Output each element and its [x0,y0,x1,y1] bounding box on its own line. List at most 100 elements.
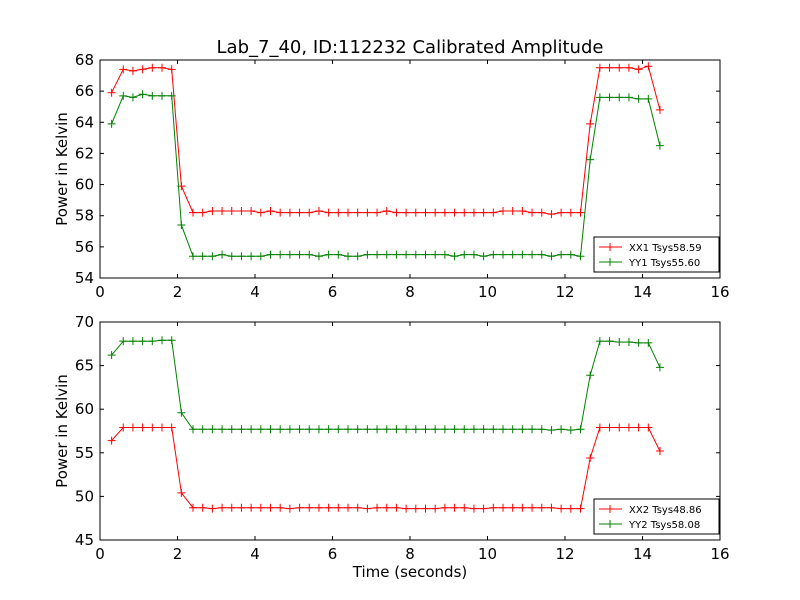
data-point-marker [344,425,352,434]
data-point-marker [547,426,556,435]
y-tick-label: 62 [75,144,94,162]
data-point-marker [256,503,265,512]
data-point-marker [605,423,614,432]
data-point-marker [237,503,246,512]
data-point-marker [138,65,147,74]
bottom-plot: 0 2 4 6 8 10 12 14 16 45 50 55 60 65 70 Power in Kelvin… [53,313,730,581]
data-point-marker [198,208,207,217]
data-point-marker [644,423,653,432]
data-point-marker [138,423,147,432]
data-point-marker [285,250,294,259]
data-point-marker [119,65,128,74]
data-point-marker [177,221,186,230]
data-point-marker [158,91,166,100]
y-tick-label: 60 [75,176,94,194]
y-tick-label: 55 [75,444,94,462]
data-point-marker [499,503,507,512]
data-point-marker [158,336,166,345]
data-point-marker [324,503,333,512]
data-point-marker [595,93,604,102]
data-point-marker [305,208,314,217]
data-point-marker [402,250,411,259]
data-point-marker [450,208,459,217]
data-point-marker [382,425,391,434]
data-point-marker [353,425,362,434]
data-point-marker [469,504,478,513]
x-tick-label: 12 [555,545,574,563]
legend-marker [606,243,614,251]
x-tick-label: 2 [173,283,183,301]
data-point-marker [138,337,147,346]
data-point-marker [624,63,633,72]
data-point-marker [528,208,537,217]
y-tick-label: 54 [75,269,94,287]
data-point-marker [148,63,157,72]
legend-marker [606,505,614,513]
data-point-marker [167,65,176,74]
data-point-marker [334,503,343,512]
data-point-marker [189,208,197,217]
data-point-marker [295,250,304,259]
data-point-marker [324,208,333,217]
data-point-marker [528,503,537,512]
data-point-marker [605,337,614,346]
x-axis-label: Time (seconds) [352,563,468,581]
data-point-marker [595,337,604,346]
legend-box [593,236,720,273]
data-point-marker [655,105,664,114]
data-point-marker [537,503,546,512]
data-point-marker [247,425,256,434]
data-point-marker [489,208,498,217]
y-axis-label: Power in Kelvin [53,112,71,226]
x-tick-label: 8 [405,545,415,563]
data-point-marker [479,208,488,217]
data-point-marker [363,250,372,259]
legend-label: XX1 Tsys58.59 [629,243,702,254]
data-point-marker [227,207,236,216]
data-point-marker [353,208,362,217]
data-point-marker [508,250,517,259]
data-point-marker [499,250,507,259]
figure-title: Lab_7_40, ID:112232 Calibrated Amplitude [217,37,604,58]
x-tick-label: 6 [328,545,338,563]
data-point-marker [227,503,236,512]
data-point-marker [218,250,227,259]
data-point-marker [392,250,401,259]
data-point-marker [547,503,556,512]
data-point-marker [644,338,653,347]
data-point-marker [344,503,352,512]
data-point-marker [208,252,217,261]
data-point-marker [557,504,566,513]
data-point-marker [107,436,116,445]
data-point-marker [460,503,469,512]
x-tick-label: 10 [478,545,497,563]
data-point-marker [237,425,246,434]
data-point-marker [148,91,157,100]
data-point-marker [285,504,294,513]
y-tick-label: 58 [75,207,94,225]
data-point-marker [382,250,391,259]
data-point-marker [305,250,314,259]
x-tick-label: 0 [95,283,105,301]
data-point-marker [518,250,527,259]
data-point-marker [595,63,604,72]
data-point-marker [382,207,391,216]
data-point-marker [167,91,176,100]
data-point-marker [411,504,420,513]
x-tick-label: 10 [478,283,497,301]
data-point-marker [189,425,197,434]
data-point-marker [158,423,166,432]
x-tick-label: 16 [710,283,729,301]
data-point-marker [479,425,488,434]
data-point-marker [107,88,116,97]
data-point-marker [373,503,382,512]
data-point-marker [528,250,537,259]
data-point-marker [107,119,116,128]
data-point-marker [266,425,275,434]
data-point-marker [605,63,614,72]
data-point-marker [469,250,478,259]
data-point-marker [227,425,236,434]
data-point-marker [450,503,459,512]
data-point-marker [440,250,449,259]
